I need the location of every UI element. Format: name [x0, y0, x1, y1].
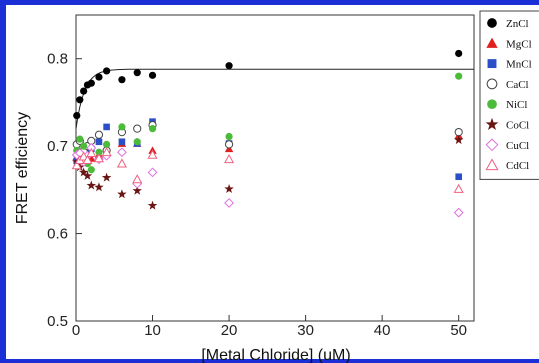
cocl2-point [101, 172, 112, 182]
cocl2-point [224, 183, 234, 194]
x-tick-label: 40 [374, 322, 391, 339]
nicl2-point [225, 132, 233, 141]
cocl2-point [82, 170, 93, 180]
y-tick-label: 0.7 [47, 138, 68, 155]
nicl2-point [80, 142, 88, 150]
nicl2-legend-label: NiCl [506, 99, 527, 111]
cdcl2-point [101, 147, 112, 157]
cdcl2-point [453, 183, 464, 193]
cacl2-legend-label: CaCl [506, 79, 529, 91]
mncl2-point [95, 138, 103, 146]
cdcl2-point [93, 153, 105, 163]
cdcl2-point [224, 154, 235, 164]
cocl2-point [147, 200, 158, 210]
zncl2-point [133, 69, 141, 77]
cucl2-legend-label: CuCl [506, 140, 529, 152]
zncl2-legend-marker [487, 18, 497, 28]
y-tick-label: 0.5 [47, 313, 68, 330]
zncl2-point [103, 67, 111, 75]
mncl2-legend-marker [487, 59, 497, 69]
data-points [71, 49, 464, 218]
cdcl2-legend-label: CdCl [506, 160, 529, 172]
zncl2-point [73, 111, 81, 120]
nicl2-point [118, 123, 126, 131]
x-tick-label: 30 [297, 322, 314, 339]
x-tick-label: 20 [221, 322, 238, 339]
nicl2-point [455, 72, 463, 80]
y-tick-label: 0.6 [47, 226, 68, 243]
nicl2-point [148, 125, 157, 133]
zncl2-point [455, 49, 463, 58]
cdcl2-point [132, 174, 143, 184]
nicl2-point [87, 166, 95, 174]
cocl2-point [86, 180, 97, 190]
fit-curve-group [75, 68, 474, 129]
zncl2-point [80, 87, 88, 95]
cacl2-legend-marker [486, 78, 498, 90]
x-tick-label: 50 [450, 322, 467, 339]
zncl2-point [87, 79, 95, 87]
plot-area [75, 14, 475, 322]
nicl2-point [133, 138, 141, 146]
zncl2-point [225, 62, 233, 70]
zncl2-legend-label: ZnCl [506, 18, 529, 30]
legend-box [479, 10, 539, 180]
zncl2-point [118, 76, 126, 84]
x-tick-label: 0 [72, 322, 80, 339]
nicl2-legend-marker [487, 99, 497, 110]
cucl2-point [117, 147, 127, 158]
zncl2-point [148, 71, 157, 79]
zncl2-fit-curve [75, 68, 474, 129]
cacl2-point [224, 140, 234, 149]
x-tick-label: 10 [144, 322, 161, 339]
cacl2-point [454, 128, 463, 137]
x-axis-label: [Metal Chloride] (uM) [201, 347, 350, 363]
cucl2-point [147, 167, 158, 178]
plot-border [75, 14, 475, 322]
cacl2-point [133, 124, 142, 133]
axis-ticks: 0 10 20 30 40 50 0.5 0.6 0.7 0.8 [47, 51, 467, 339]
mncl2-point [455, 173, 462, 181]
mncl2-point [103, 123, 110, 131]
cucl2-legend-marker [485, 138, 499, 152]
nicl2-point [76, 135, 84, 143]
mncl2-legend-label: MnCl [506, 59, 532, 71]
zncl2-point [76, 96, 84, 104]
cucl2-point [453, 207, 464, 218]
cocl2-point [94, 182, 104, 192]
y-axis-label: FRET efficiency [14, 112, 31, 224]
mncl2-point [118, 138, 126, 146]
cdcl2-point [116, 158, 127, 168]
y-tick-label: 0.8 [47, 51, 68, 68]
cdcl2-point [86, 147, 97, 157]
cdcl2-legend-marker [485, 158, 499, 171]
cdcl2-point [147, 149, 158, 159]
zncl2-point [95, 73, 103, 81]
legend: ZnCl MgCl MnCl CaCl NiCl CoCl CuCl CdCl [479, 10, 539, 180]
cacl2-point [94, 130, 104, 139]
cocl2-point [78, 167, 89, 177]
cucl2-point [224, 198, 234, 208]
cocl2-legend-marker [485, 117, 499, 130]
cdcl2-point [82, 154, 93, 164]
cocl2-point [132, 185, 142, 195]
mgcl2-legend-label: MgCl [506, 38, 532, 50]
nicl2-point [95, 148, 103, 156]
cocl2-point [453, 135, 464, 145]
cocl2-legend-label: CoCl [506, 120, 529, 132]
nicl2-point [103, 140, 111, 148]
cocl2-point [117, 189, 127, 199]
mgcl2-legend-marker [486, 37, 498, 48]
cdcl2-point [71, 160, 82, 170]
